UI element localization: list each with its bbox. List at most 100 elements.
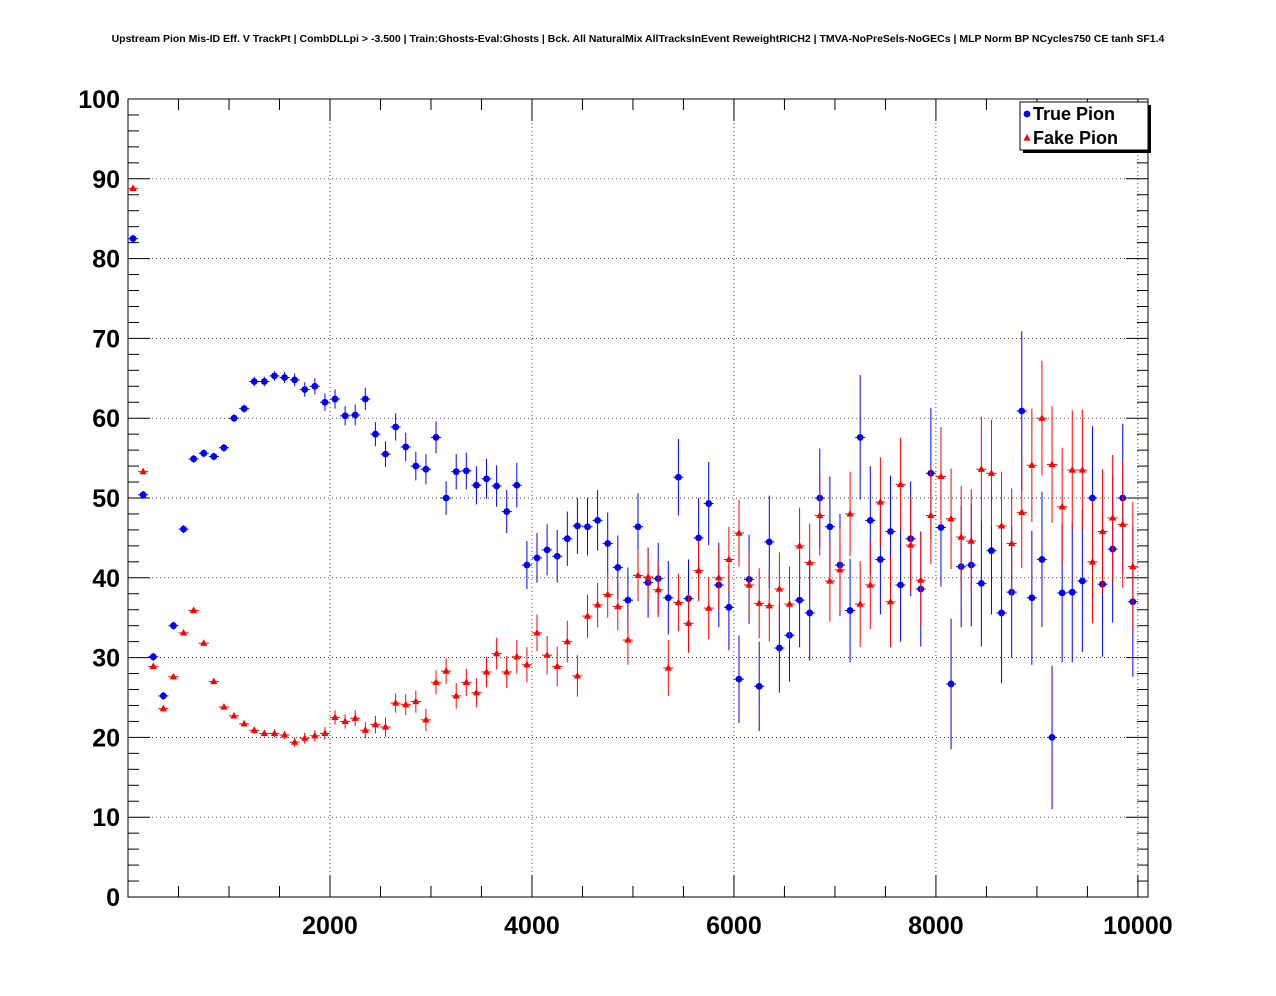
data-point bbox=[694, 566, 703, 574]
data-point bbox=[220, 444, 228, 452]
data-point bbox=[826, 523, 834, 531]
data-point bbox=[260, 378, 268, 385]
data-point bbox=[866, 516, 874, 524]
data-point bbox=[240, 719, 248, 727]
data-point bbox=[220, 703, 228, 710]
data-point bbox=[1129, 562, 1137, 570]
data-point bbox=[725, 555, 733, 563]
data-point bbox=[351, 411, 359, 419]
data-point bbox=[543, 651, 551, 658]
data-point bbox=[674, 473, 682, 481]
data-point bbox=[1008, 539, 1016, 547]
data-point bbox=[947, 514, 955, 522]
data-point bbox=[917, 576, 925, 583]
data-point bbox=[452, 691, 460, 699]
data-point bbox=[291, 376, 299, 384]
data-point bbox=[503, 667, 511, 675]
data-point bbox=[361, 395, 369, 403]
data-point bbox=[129, 184, 137, 191]
data-point bbox=[735, 675, 743, 683]
data-point bbox=[674, 598, 682, 606]
data-point bbox=[452, 468, 460, 476]
data-point bbox=[139, 491, 147, 499]
data-point bbox=[321, 398, 329, 406]
data-point bbox=[1038, 414, 1046, 421]
y-tick-label: 10 bbox=[92, 804, 120, 832]
data-point bbox=[230, 414, 238, 422]
data-point bbox=[1038, 556, 1046, 563]
data-point bbox=[927, 511, 935, 519]
y-tick-label: 60 bbox=[92, 405, 120, 433]
y-tick-label: 50 bbox=[92, 485, 120, 513]
x-tick-label: 6000 bbox=[706, 912, 762, 940]
data-point bbox=[998, 609, 1005, 617]
data-point bbox=[523, 660, 531, 668]
data-point bbox=[149, 653, 157, 661]
x-tick-label: 4000 bbox=[504, 912, 560, 940]
data-point bbox=[705, 604, 713, 611]
data-point bbox=[280, 731, 289, 738]
data-point bbox=[604, 540, 612, 547]
data-point bbox=[563, 637, 571, 645]
data-point bbox=[513, 481, 521, 489]
data-point bbox=[503, 508, 511, 515]
data-point bbox=[896, 480, 905, 488]
data-point bbox=[482, 667, 491, 675]
data-point bbox=[664, 663, 672, 671]
y-tick-label: 40 bbox=[92, 565, 120, 593]
data-point bbox=[957, 533, 965, 540]
data-point bbox=[331, 713, 339, 721]
data-point bbox=[886, 597, 895, 605]
data-point bbox=[937, 472, 945, 480]
data-point bbox=[574, 522, 581, 530]
data-point bbox=[684, 619, 693, 626]
data-point bbox=[361, 726, 369, 733]
legend: True Pion Fake Pion bbox=[1019, 101, 1151, 153]
data-point bbox=[523, 561, 531, 569]
data-point bbox=[200, 449, 208, 457]
legend-marker bbox=[1023, 110, 1031, 118]
data-point bbox=[614, 564, 622, 571]
data-point bbox=[1018, 508, 1026, 515]
data-point bbox=[382, 450, 389, 458]
data-point bbox=[775, 644, 783, 652]
data-point bbox=[402, 700, 410, 708]
data-point bbox=[149, 662, 157, 669]
y-tick-label: 70 bbox=[92, 325, 120, 353]
data-point bbox=[1119, 520, 1127, 527]
x-tick-label: 10000 bbox=[1103, 912, 1173, 940]
data-point bbox=[583, 612, 592, 619]
data-point bbox=[240, 405, 248, 413]
data-point bbox=[170, 622, 177, 630]
data-point bbox=[533, 554, 541, 562]
data-point bbox=[856, 600, 864, 607]
data-point bbox=[634, 523, 642, 531]
data-point bbox=[745, 580, 753, 588]
data-point bbox=[442, 667, 450, 674]
grid-lines bbox=[128, 99, 1148, 897]
data-point bbox=[775, 584, 783, 592]
data-point bbox=[654, 585, 662, 593]
data-point bbox=[341, 717, 349, 725]
data-point bbox=[291, 738, 299, 745]
data-point bbox=[624, 596, 632, 604]
data-point bbox=[472, 688, 481, 696]
data-point bbox=[179, 628, 188, 636]
data-point bbox=[301, 734, 309, 741]
x-tick-label: 2000 bbox=[302, 912, 358, 940]
data-point bbox=[1058, 589, 1066, 597]
data-point bbox=[705, 500, 713, 507]
data-point bbox=[271, 372, 278, 380]
data-point bbox=[1088, 557, 1097, 565]
x-tick-label: 8000 bbox=[908, 912, 964, 940]
data-point bbox=[634, 571, 642, 579]
data-point bbox=[755, 682, 763, 690]
data-point bbox=[644, 573, 652, 580]
y-tick-label: 30 bbox=[92, 645, 120, 673]
data-point bbox=[281, 374, 288, 381]
data-point bbox=[381, 723, 390, 730]
data-point bbox=[341, 412, 349, 420]
data-point bbox=[159, 692, 167, 700]
data-point bbox=[1068, 466, 1076, 473]
data-point bbox=[937, 524, 945, 531]
